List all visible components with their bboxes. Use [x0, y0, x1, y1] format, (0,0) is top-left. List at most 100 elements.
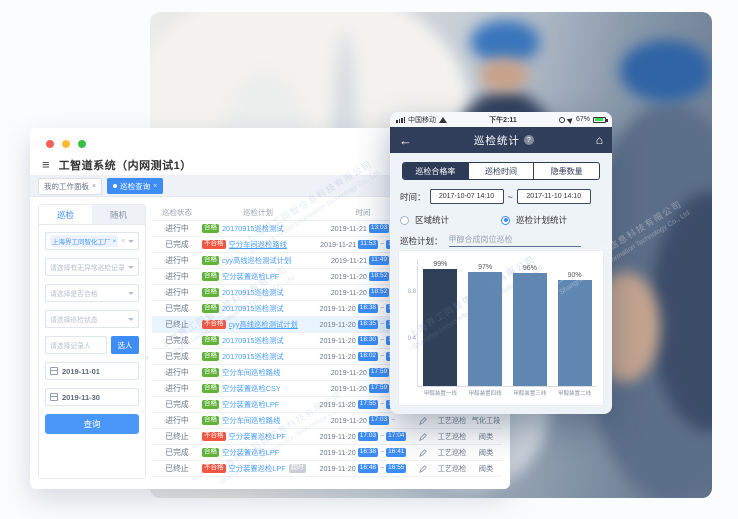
photo-worker1-helmet	[470, 20, 540, 64]
time-cell: 2019-11-20 17:03 ~17:04	[319, 432, 407, 441]
status-select[interactable]: 请选择巡检状态	[45, 310, 139, 328]
app-title: 工智道系统（内网测试1）	[58, 159, 192, 172]
photo-worker2-helmet	[620, 40, 712, 102]
table-row[interactable]: 已终止 不合格 空分装置巡检LPF 2019-11-20 17:03 ~17:04 工艺巡检…	[152, 429, 502, 445]
status-cell: 进行中	[165, 416, 189, 425]
clear-select-icon[interactable]: ×	[121, 237, 126, 245]
radio-plan-label: 巡检计划统计	[516, 215, 568, 225]
phone-page-title: 巡检统计	[473, 134, 520, 147]
segment-inspect-time[interactable]: 巡检时间	[469, 163, 535, 179]
home-icon[interactable]: ⌂	[595, 133, 603, 147]
edit-pencil-icon[interactable]	[419, 464, 427, 473]
bar-column[interactable]: 96% 甲醇装置三线	[512, 265, 547, 397]
plan-link[interactable]: 空分车间巡检路线	[222, 367, 281, 377]
recorder-input[interactable]: 请选择记录人	[45, 336, 107, 354]
result-chip: 合格	[202, 400, 219, 409]
calendar-icon	[50, 393, 58, 401]
edit-pencil-icon[interactable]	[419, 416, 427, 425]
device-cell: 阀类	[478, 431, 494, 441]
status-cell: 进行中	[165, 256, 189, 265]
abnormal-record-select[interactable]: 请选择有无异常巡检记录	[45, 258, 139, 276]
segment-pass-rate[interactable]: 巡检合格率	[403, 163, 469, 179]
plan-link[interactable]: 20170915巡检测试	[222, 351, 284, 361]
plan-link[interactable]: 20170915巡检测试	[222, 287, 284, 297]
edit-pencil-icon[interactable]	[419, 448, 427, 457]
end-date-picker[interactable]: 2019-11-30	[45, 388, 139, 406]
bar-column[interactable]: 99% 甲醇装置一线	[423, 261, 458, 397]
sidebar-tab-random[interactable]: 随机	[92, 205, 145, 224]
plan-link[interactable]: 20170915巡检测试	[222, 223, 284, 233]
start-time-chip: 13:03	[368, 224, 390, 233]
plan-link[interactable]: 空分车间巡检路线	[222, 415, 281, 425]
plan-link[interactable]: 空分装置巡检CSY	[222, 383, 281, 393]
editor-cell	[412, 416, 434, 425]
query-button[interactable]: 查询	[45, 414, 139, 434]
start-datetime-input[interactable]: 2017-10-07 14:10	[429, 189, 504, 204]
result-chip: 不合格	[202, 464, 226, 473]
pick-person-button[interactable]: 选人	[111, 336, 139, 354]
close-icon[interactable]: ×	[153, 182, 158, 190]
plan-link[interactable]: 20170915巡检测试	[222, 303, 284, 313]
editor-cell	[412, 432, 434, 441]
result-chip: 合格	[202, 272, 219, 281]
tab-my-workbench[interactable]: 我的工作面板 ×	[38, 177, 103, 195]
active-dot-icon	[113, 184, 118, 188]
table-row[interactable]: 已终止 不合格 空分装置巡检LPF 超时 2019-11-20 16:48 ~16:55 工艺…	[152, 461, 502, 477]
help-badge-icon[interactable]: ?	[523, 135, 534, 145]
status-cell: 已完成	[165, 304, 189, 313]
table-row[interactable]: 进行中 合格 空分车间巡检路线 2019-11-20 17:03 ~ 工艺巡检 气化工段	[152, 413, 502, 429]
start-time-chip: 18:35	[357, 320, 379, 329]
stat-mode-radios: 区域统计 巡检计划统计	[400, 214, 602, 226]
remove-tag-icon[interactable]: ×	[112, 237, 117, 245]
time-cell: 2019-11-20 16:38 ~16:41	[319, 448, 407, 457]
plan-filter-input[interactable]: 甲醇合成岗位巡检	[448, 234, 581, 247]
device-cell: 阀类	[478, 463, 494, 473]
edit-pencil-icon[interactable]	[419, 432, 427, 441]
table-row[interactable]: 已完成 合格 空分装置巡检LPF 2019-11-20 16:38 ~16:41 工艺巡检 阀…	[152, 445, 502, 461]
device-cell: 气化工段	[471, 415, 501, 425]
result-chip: 合格	[202, 336, 219, 345]
result-chip: 不合格	[202, 240, 226, 249]
radio-plan-stat[interactable]	[501, 215, 511, 225]
status-cell: 进行中	[165, 288, 189, 297]
hamburger-menu-icon[interactable]: ≡	[42, 157, 50, 172]
filter-sidebar: 巡检 随机 上海界工同智化工厂 × × 请选择有无异常巡检记录 请选择是否合格	[38, 204, 146, 479]
plan-link[interactable]: 空分装置巡检LPF	[228, 463, 286, 473]
factory-select[interactable]: 上海界工同智化工厂 × ×	[45, 232, 139, 250]
start-date-picker[interactable]: 2019-11-01	[45, 362, 139, 380]
plan-link[interactable]: 空分装置巡检LPF	[228, 431, 286, 441]
tab-inspection-query[interactable]: 巡检查询 ×	[107, 178, 164, 194]
sidebar-tab-inspection[interactable]: 巡检	[39, 205, 92, 224]
plan-link[interactable]: cyy高线巡检测试计划	[228, 319, 298, 329]
sidebar-collapse-handle[interactable]: ‹	[146, 352, 149, 362]
start-time-chip: 17:03	[357, 432, 379, 441]
qualified-select[interactable]: 请选择是否合格	[45, 284, 139, 302]
bar-column[interactable]: 97% 甲醇装置四线	[468, 264, 503, 397]
back-arrow-icon[interactable]: ←	[399, 132, 412, 148]
plan-cell: 合格 20170915巡检测试	[202, 352, 314, 362]
close-icon[interactable]: ×	[92, 182, 97, 190]
status-cell: 进行中	[165, 272, 189, 281]
device-cell: 阀类	[478, 447, 494, 457]
plan-link[interactable]: 空分装置巡检LPF	[222, 447, 280, 457]
minimize-window-button[interactable]	[62, 140, 70, 148]
bar	[557, 279, 592, 386]
plan-link[interactable]: 空分装置巡检LPF	[222, 399, 280, 409]
plan-link[interactable]: cyy高线巡检测试计划	[222, 255, 292, 265]
factory-tag-label: 上海界工同智化工厂	[52, 239, 111, 246]
close-window-button[interactable]	[46, 140, 54, 148]
chevron-down-icon	[127, 239, 134, 243]
plan-link[interactable]: 空分车间巡检路线	[228, 239, 287, 249]
start-time-chip: 11:49	[369, 256, 389, 265]
radio-region-stat[interactable]	[400, 215, 409, 225]
plan-link[interactable]: 20170915巡检测试	[222, 335, 284, 345]
plan-link[interactable]: 空分装置巡检LPF	[222, 271, 280, 281]
radio-region-label: 区域统计	[415, 215, 450, 225]
segment-hazard-count[interactable]: 隐患数量	[550, 166, 583, 176]
plan-cell: 合格 空分车间巡检路线	[202, 368, 314, 378]
start-time-chip: 16:38	[357, 448, 379, 457]
end-datetime-input[interactable]: 2017-11-10 14:10	[516, 189, 591, 204]
maximize-window-button[interactable]	[78, 140, 86, 148]
bar-value-label: 99%	[433, 261, 448, 269]
bar-column[interactable]: 90% 甲醇装置二线	[557, 272, 592, 397]
